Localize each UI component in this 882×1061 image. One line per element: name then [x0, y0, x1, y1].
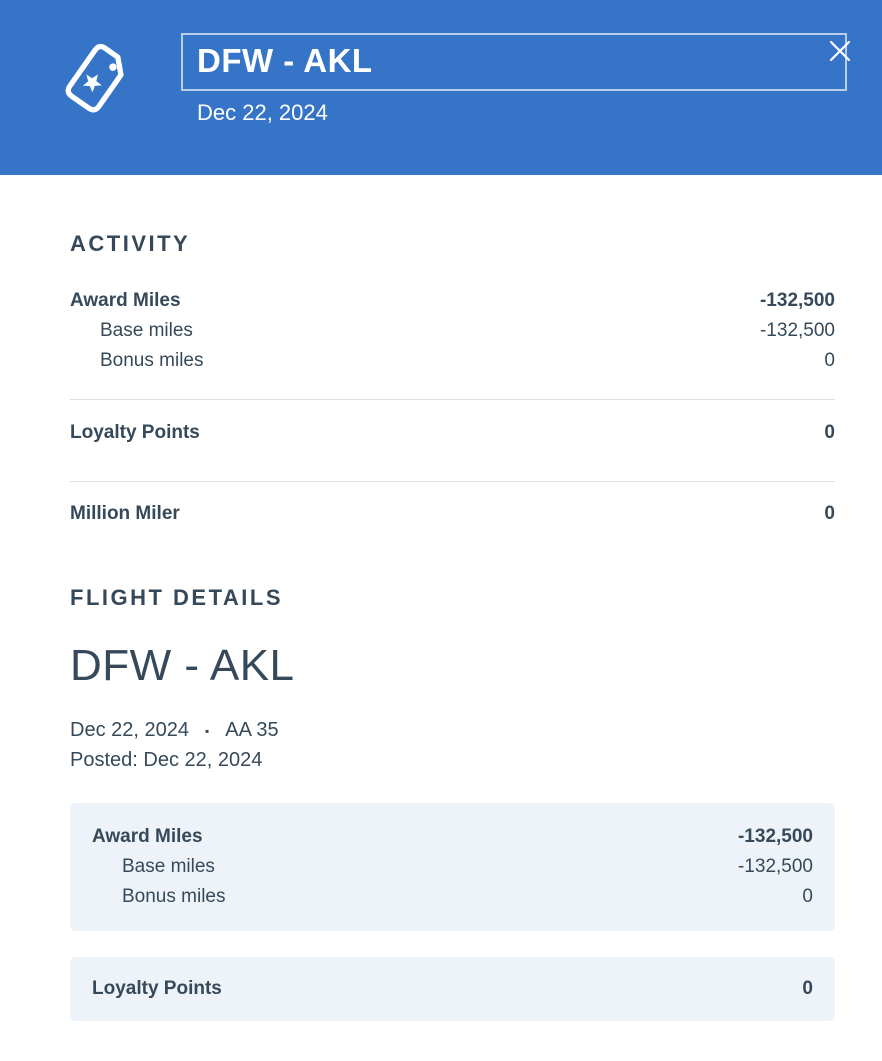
box-bonus-miles-value: 0	[802, 886, 813, 907]
flight-date: Dec 22, 2024	[70, 719, 189, 741]
award-miles-value: -132,500	[759, 290, 835, 311]
box-loyalty-points-row: Loyalty Points 0	[92, 974, 813, 1004]
box-base-miles-row: Base miles -132,500	[92, 852, 813, 882]
loyalty-points-row: Loyalty Points 0	[70, 418, 835, 448]
modal-title: DFW - AKL	[197, 42, 373, 79]
box-award-miles-label: Award Miles	[92, 826, 203, 847]
header-date: Dec 22, 2024	[197, 99, 328, 125]
box-award-miles-row: Award Miles -132,500	[92, 822, 813, 852]
bonus-miles-value: 0	[824, 350, 835, 371]
modal-title-box: DFW - AKL	[181, 33, 847, 91]
modal-content: ACTIVITY Award Miles -132,500 Base miles…	[0, 231, 882, 1061]
box-bonus-miles-label: Bonus miles	[122, 886, 226, 907]
route-heading: DFW - AKL	[70, 641, 295, 690]
divider	[70, 399, 835, 400]
box-loyalty-points-value: 0	[802, 978, 813, 999]
flight-details-heading: FLIGHT DETAILS	[70, 585, 284, 610]
divider	[70, 481, 835, 482]
base-miles-value: -132,500	[759, 320, 835, 341]
flight-number: AA 35	[225, 719, 279, 741]
million-miler-row: Million Miler 0	[70, 499, 835, 529]
award-miles-label: Award Miles	[70, 290, 181, 311]
box-base-miles-label: Base miles	[122, 856, 215, 877]
bullet-separator-icon: ▪	[204, 723, 210, 738]
award-miles-box: Award Miles -132,500 Base miles -132,500…	[70, 803, 835, 931]
award-miles-row: Award Miles -132,500	[70, 286, 835, 316]
posted-date: Posted: Dec 22, 2024	[70, 749, 263, 771]
activity-heading: ACTIVITY	[70, 231, 191, 256]
million-miler-value: 0	[824, 503, 835, 524]
luggage-tag-icon	[55, 35, 140, 125]
box-award-miles-value: -132,500	[737, 826, 813, 847]
bonus-miles-label: Bonus miles	[100, 350, 204, 371]
base-miles-label: Base miles	[100, 320, 193, 341]
loyalty-points-box: Loyalty Points 0	[70, 957, 835, 1021]
box-loyalty-points-label: Loyalty Points	[92, 978, 222, 999]
flight-meta-line: Dec 22, 2024 ▪ AA 35	[70, 719, 835, 742]
loyalty-points-label: Loyalty Points	[70, 422, 200, 443]
close-button[interactable]	[822, 34, 858, 70]
activity-section: ACTIVITY Award Miles -132,500 Base miles…	[70, 231, 835, 529]
box-bonus-miles-row: Bonus miles 0	[92, 882, 813, 912]
base-miles-row: Base miles -132,500	[70, 316, 835, 346]
modal-header: DFW - AKL Dec 22, 2024	[0, 0, 882, 175]
million-miler-label: Million Miler	[70, 503, 180, 524]
bonus-miles-row: Bonus miles 0	[70, 346, 835, 376]
close-icon	[825, 36, 855, 69]
header-text: DFW - AKL Dec 22, 2024	[181, 33, 847, 126]
flight-details-section: FLIGHT DETAILS DFW - AKL Dec 22, 2024 ▪ …	[70, 585, 835, 1021]
loyalty-points-value: 0	[824, 422, 835, 443]
box-base-miles-value: -132,500	[737, 856, 813, 877]
